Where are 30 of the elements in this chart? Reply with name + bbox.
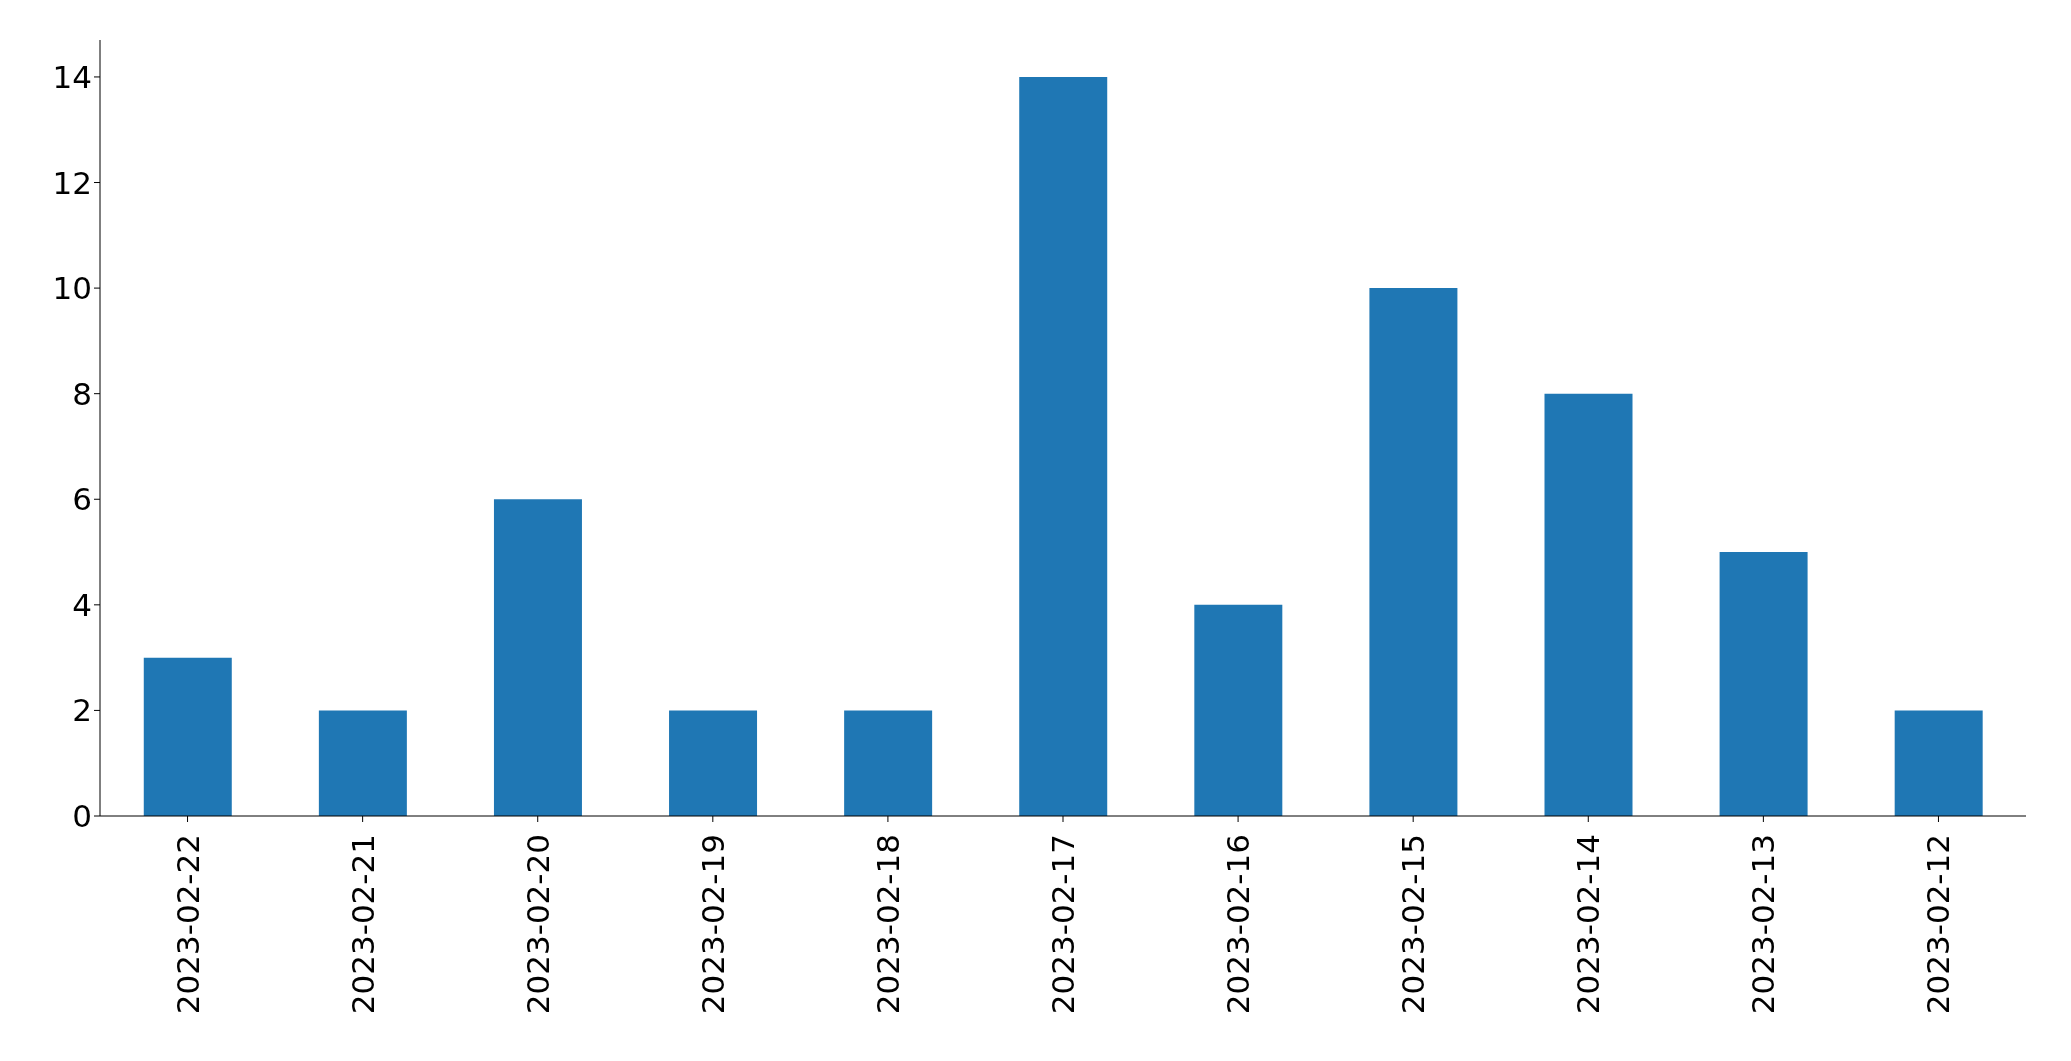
- x-tick-label: 2023-02-16: [1220, 834, 1257, 1015]
- y-tick-label: 8: [72, 375, 92, 412]
- bar: [1369, 288, 1458, 816]
- x-tick-label: 2023-02-21: [344, 834, 381, 1015]
- x-tick-label: 2023-02-14: [1570, 834, 1607, 1015]
- y-tick-label: 12: [52, 164, 92, 201]
- y-tick-label: 2: [72, 692, 92, 729]
- bar: [1019, 76, 1108, 816]
- x-tick-label: 2023-02-17: [1045, 834, 1081, 1015]
- x-tick-label: 2023-02-18: [869, 834, 906, 1015]
- x-tick-label: 2023-02-20: [519, 834, 556, 1015]
- x-tick-label: 2023-02-19: [694, 834, 731, 1015]
- x-tick-label: 2023-02-15: [1395, 834, 1432, 1015]
- x-tick-label: 2023-02-13: [1745, 834, 1782, 1015]
- y-tick-label: 6: [72, 481, 92, 518]
- y-tick-label: 14: [52, 58, 92, 95]
- bar: [669, 710, 758, 816]
- bar: [1544, 393, 1633, 816]
- bar: [844, 710, 933, 816]
- bar: [143, 657, 232, 816]
- y-tick-label: 4: [72, 586, 92, 623]
- bar: [1894, 710, 1983, 816]
- bar: [318, 710, 407, 816]
- bar: [1194, 604, 1283, 816]
- bar: [1719, 552, 1808, 816]
- x-tick-label: 2023-02-12: [1920, 834, 1957, 1015]
- x-tick-label: 2023-02-22: [169, 834, 206, 1015]
- y-tick-label: 0: [72, 798, 92, 835]
- y-tick-label: 10: [52, 270, 92, 307]
- bar: [493, 499, 582, 816]
